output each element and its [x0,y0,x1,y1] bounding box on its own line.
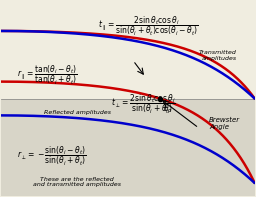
Text: $r_{\parallel} = \dfrac{\tan(\theta_i - \theta_t)}{\tan(\theta_i + \theta_t)}$: $r_{\parallel} = \dfrac{\tan(\theta_i - … [17,63,77,87]
Text: Reflected amplitudes: Reflected amplitudes [44,110,111,115]
Text: $\theta_p$: $\theta_p$ [163,103,173,116]
Text: These are the reflected
and transmitted amplitudes: These are the reflected and transmitted … [33,177,121,187]
Text: $t_{\perp} = \dfrac{2\sin\theta_t\cos\theta_i}{\sin(\theta_i+\theta_t)}$: $t_{\perp} = \dfrac{2\sin\theta_t\cos\th… [111,93,176,116]
Text: Brewster
Angle: Brewster Angle [209,117,240,130]
Text: $r_{\perp} = -\dfrac{\sin(\theta_i - \theta_t)}{\sin(\theta_i + \theta_t)}$: $r_{\perp} = -\dfrac{\sin(\theta_i - \th… [17,145,87,168]
Text: Transmitted
amplitudes: Transmitted amplitudes [199,50,237,61]
Bar [1,98,255,196]
Text: $t_{\parallel} = \dfrac{2\sin\theta_t\cos\theta_i}{\sin(\theta_i+\theta_t)\cos(\: $t_{\parallel} = \dfrac{2\sin\theta_t\co… [98,15,198,38]
